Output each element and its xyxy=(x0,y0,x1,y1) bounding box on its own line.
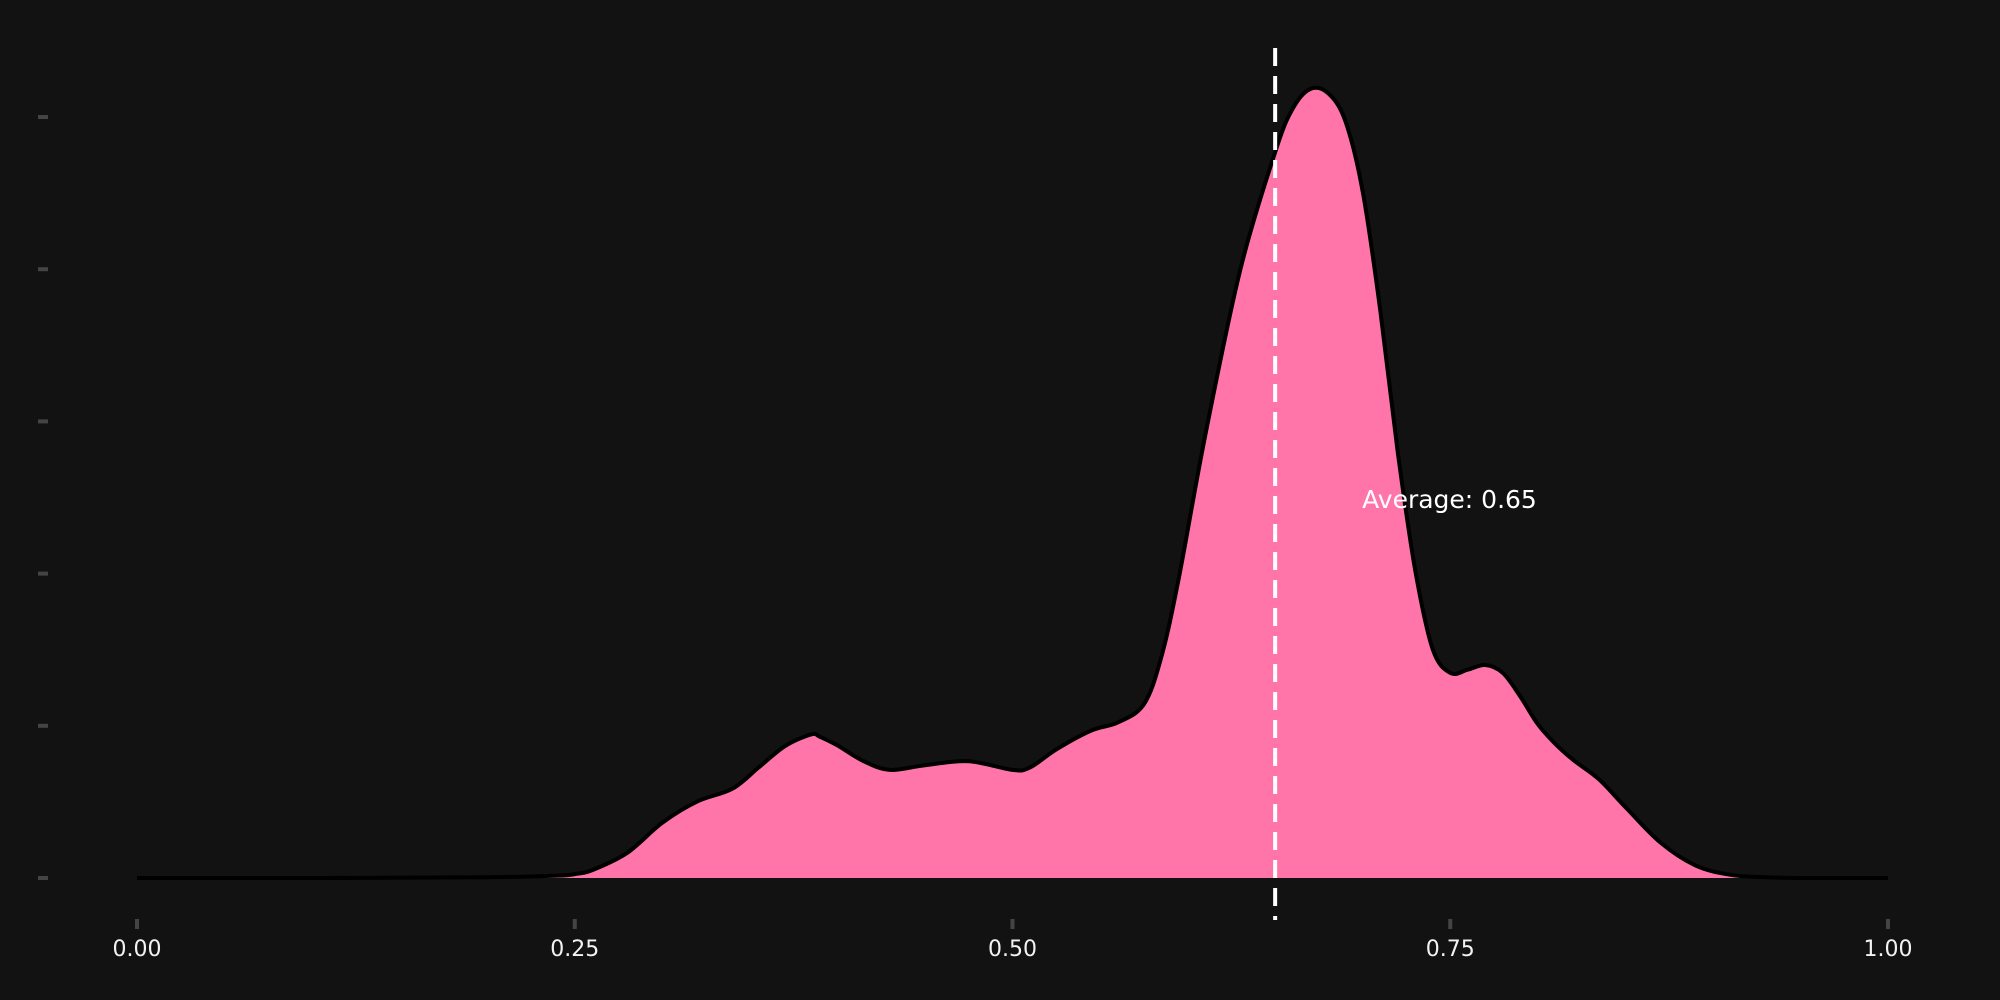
density-outline xyxy=(136,85,1888,881)
x-tick-label: 0.25 xyxy=(550,937,599,962)
y-axis-ticks xyxy=(38,115,48,880)
x-tick-label: 0.50 xyxy=(988,937,1037,962)
average-annotation: Average: 0.65 xyxy=(1362,485,1537,514)
x-tick-label: 0.00 xyxy=(113,937,162,962)
x-axis: 0.00 0.25 0.50 0.75 1.00 xyxy=(113,919,1913,962)
x-tick-label: 1.00 xyxy=(1864,937,1913,962)
density-area xyxy=(137,87,1888,879)
x-tick-label: 0.75 xyxy=(1426,937,1475,962)
